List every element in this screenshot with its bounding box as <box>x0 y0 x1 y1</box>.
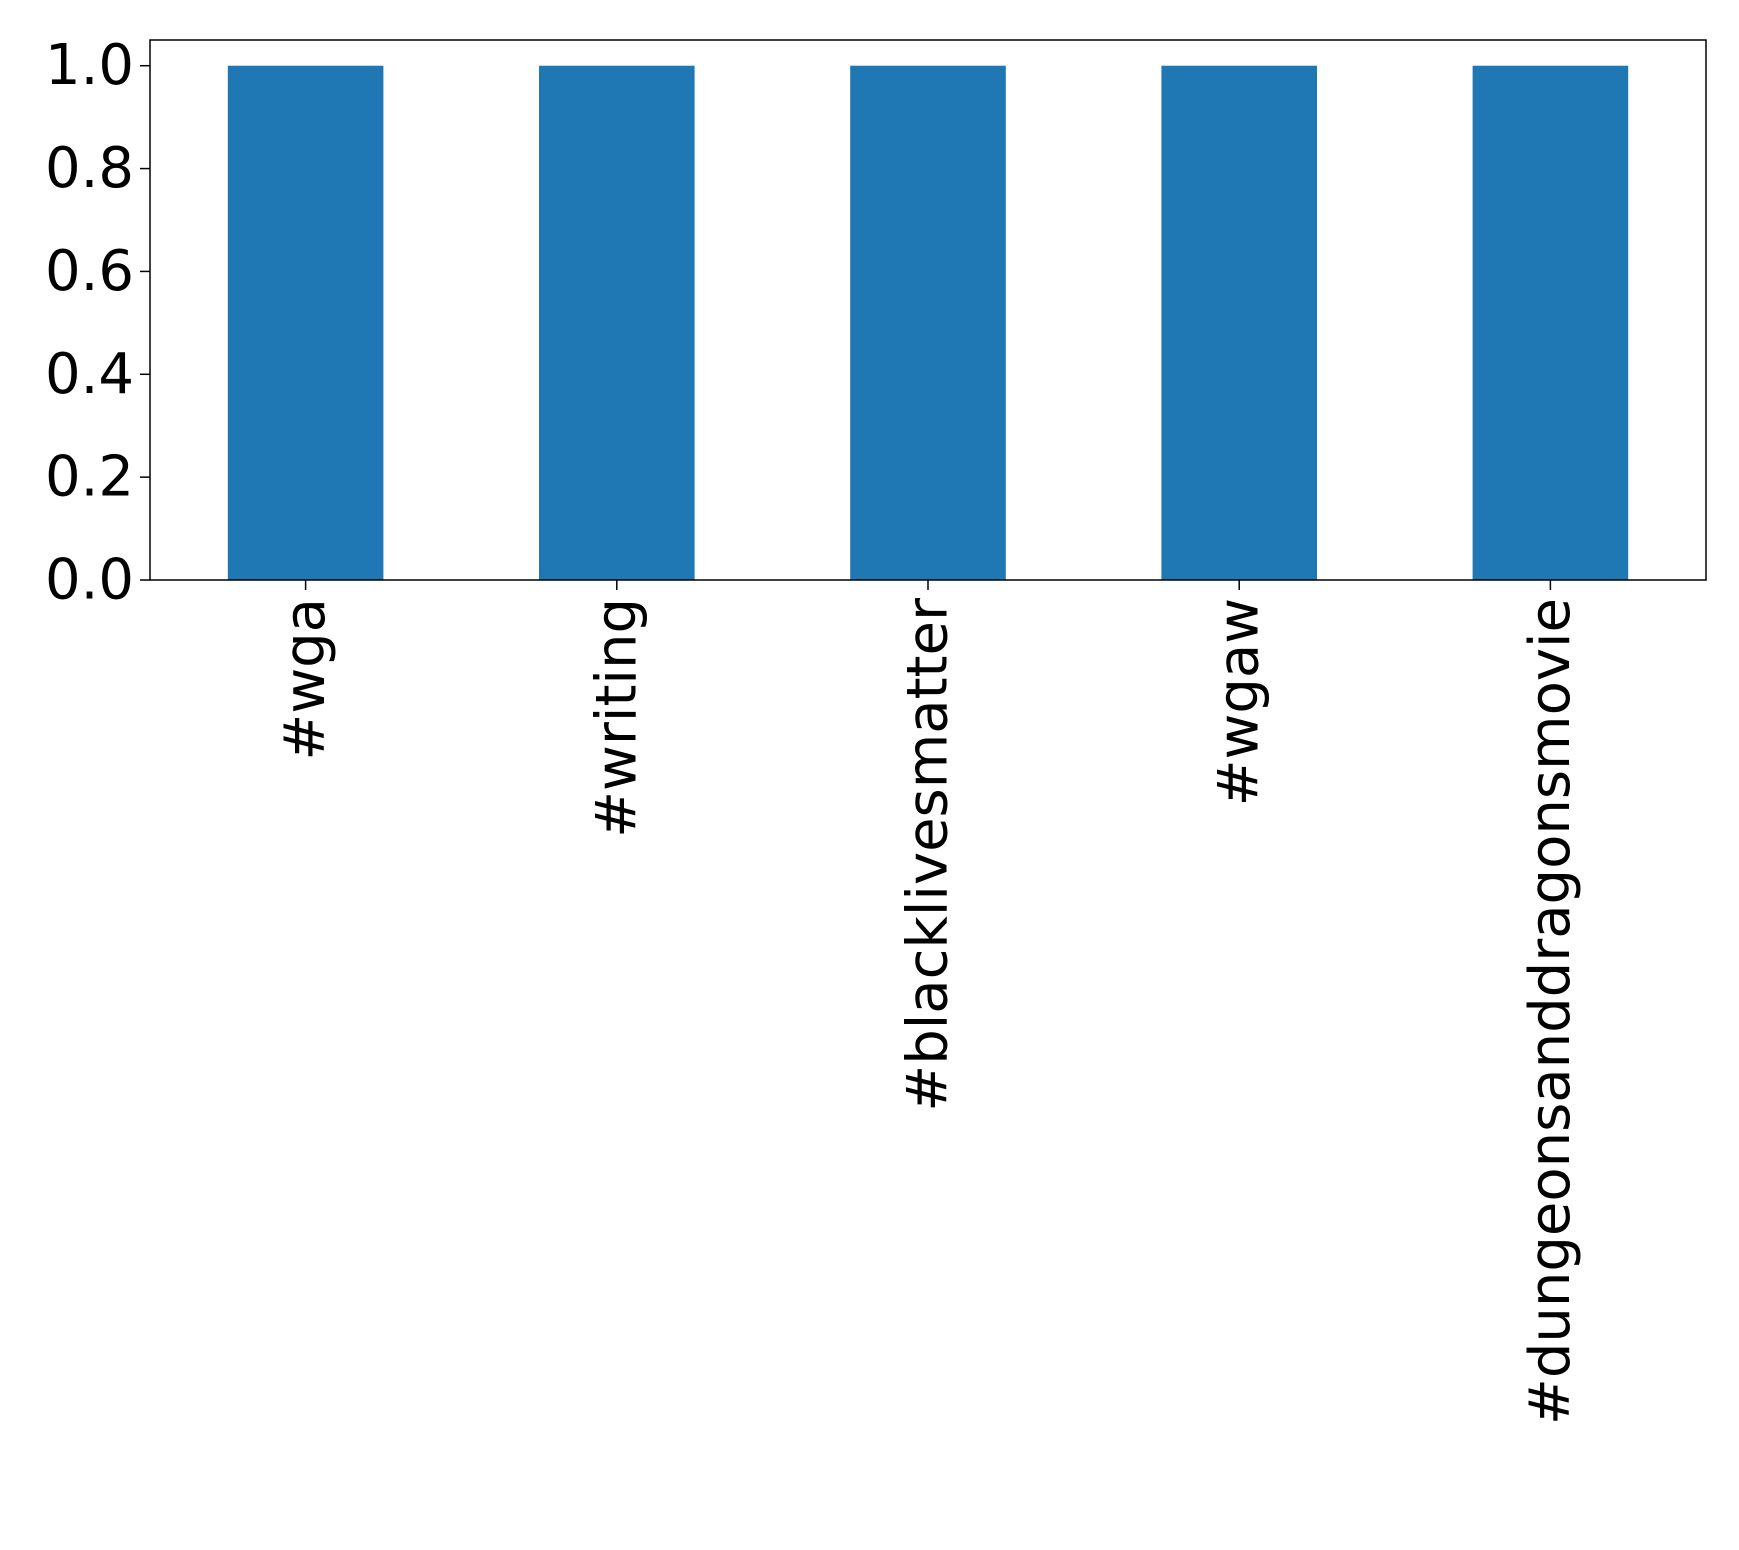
y-tick-label-1: 0.2 <box>45 445 134 510</box>
y-tick-label-5: 1.0 <box>45 33 134 98</box>
x-tick-label-0: #wga <box>273 598 338 761</box>
bar-1 <box>539 65 695 580</box>
y-tick-label-3: 0.6 <box>45 239 134 304</box>
plot-frame <box>149 39 1707 581</box>
x-tick-label-2: #blacklivesmatter <box>896 597 961 1112</box>
y-tick-label-0: 0.0 <box>45 548 134 613</box>
y-tick-label-2: 0.4 <box>45 342 134 407</box>
bar-4 <box>1472 65 1629 580</box>
y-axis: 0.0 0.2 0.4 0.6 0.8 1.0 <box>45 33 150 613</box>
y-tick-label-4: 0.8 <box>45 136 134 201</box>
bar-0 <box>227 65 384 580</box>
bar-3 <box>1161 65 1317 580</box>
bars-group <box>227 65 1629 580</box>
bar-2 <box>850 65 1006 580</box>
x-tick-label-3: #wgaw <box>1207 598 1272 806</box>
x-tick-label-1: #writing <box>584 598 649 838</box>
x-tick-label-4: #dungeonsanddragonsmovie <box>1518 598 1583 1425</box>
x-axis: #wga #writing #blacklivesmatter #wgaw #dunge… <box>273 580 1583 1425</box>
